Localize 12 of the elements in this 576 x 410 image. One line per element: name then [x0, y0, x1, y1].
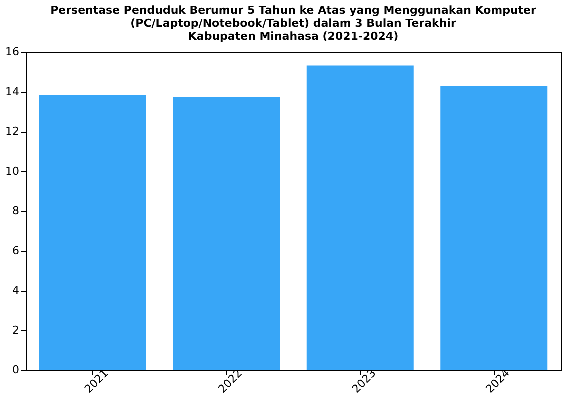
text: Persentase Penduduk Berumur 5 Tahun ke Atas yang Menggunakan Komputer [50, 4, 536, 17]
text: (PC/Laptop/Notebook/Tablet) dalam 3 Bulan Terakhir [130, 17, 456, 30]
y-tick-label: 6 [12, 244, 20, 258]
y-tick-label: 14 [6, 85, 20, 98]
y-tick-label: 4 [12, 284, 20, 297]
y-tick-label: 8 [12, 204, 20, 218]
y-tick-label: 10 [6, 164, 20, 178]
y-tick-label: 0 [12, 364, 20, 376]
y-tick-label: 12 [6, 125, 20, 138]
y-tick-label: 2 [12, 324, 20, 337]
text: Kabupaten Minahasa (2021-2024) [188, 30, 399, 43]
y-tick-label: 16 [6, 46, 20, 58]
